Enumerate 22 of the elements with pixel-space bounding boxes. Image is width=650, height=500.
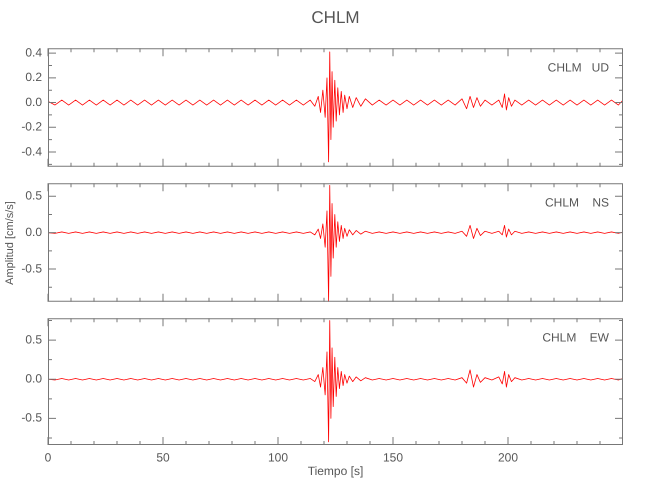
y-tick-label: -0.5: [21, 261, 42, 276]
x-tick-label: 0: [44, 450, 52, 465]
y-tick-label: 0.2: [25, 70, 42, 84]
y-tick-label: -0.4: [21, 144, 42, 158]
y-tick-label: 0.0: [25, 94, 42, 109]
y-tick-label: 0.5: [25, 188, 42, 203]
y-tick-label: 0.5: [25, 332, 42, 346]
x-tick-label: 100: [268, 450, 288, 465]
x-tick-label: 50: [156, 450, 170, 465]
y-tick-label: 0.4: [25, 45, 42, 60]
y-axis-title: Amplitud [cm/s/s]: [4, 200, 16, 284]
x-tick-label: 200: [498, 450, 518, 465]
y-tick-label: 0.0: [25, 372, 42, 386]
x-tick-label: 150: [382, 450, 404, 465]
y-tick-label: -0.5: [21, 410, 42, 425]
x-axis-title: Tiempo [s]: [306, 464, 364, 478]
annotation: CHLM NS: [544, 196, 609, 210]
annotation: CHLM UD: [548, 60, 610, 75]
y-tick-label: 0.0: [25, 224, 42, 239]
chart-title: CHLM: [310, 8, 361, 28]
annotation: CHLM EW: [542, 330, 610, 345]
y-tick-label: -0.2: [21, 120, 42, 134]
